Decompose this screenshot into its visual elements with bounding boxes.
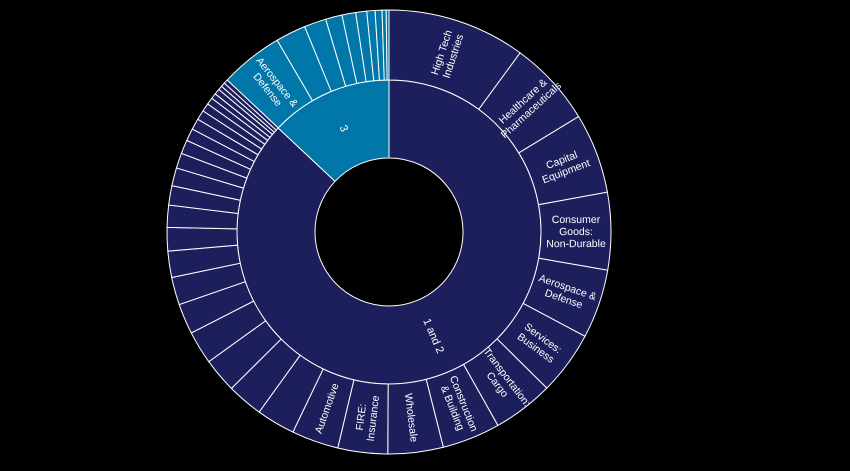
outer-ring-label-consumer-goods-non-durable-3: Consumer Goods: Non-Durable <box>546 214 606 250</box>
outer-ring-segment-segment-33 <box>223 79 279 131</box>
outer-ring-label-fire-insurance-9: FIRE:Insurance <box>353 393 382 442</box>
outer-ring-label-wholesale-8: Wholesale <box>402 393 420 443</box>
inner-ring-label-3-1: 3 <box>337 123 350 133</box>
